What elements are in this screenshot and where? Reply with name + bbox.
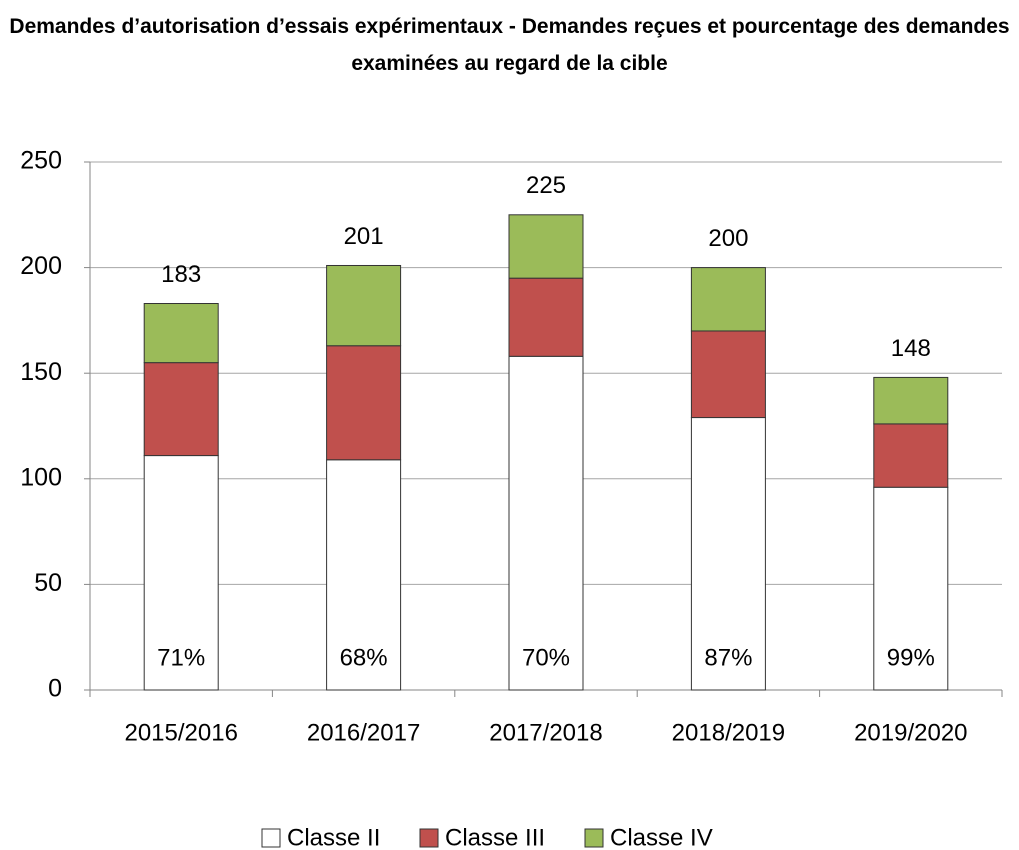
total-label: 148	[891, 335, 931, 362]
bar-segment	[508, 355, 584, 691]
legend-label: Classe III	[445, 824, 545, 850]
legend-swatch	[419, 828, 439, 848]
percent-label: 71%	[157, 644, 205, 671]
legend-swatch	[584, 828, 604, 848]
percent-label: 87%	[704, 644, 752, 671]
x-tick-label: 2015/2016	[124, 719, 237, 746]
bar-segment	[873, 423, 949, 488]
x-tick-label: 2019/2020	[854, 719, 967, 746]
y-tick-label: 100	[20, 463, 62, 491]
percent-label: 99%	[887, 644, 935, 671]
percent-label: 70%	[522, 644, 570, 671]
y-tick-label: 0	[48, 675, 62, 703]
chart-title: Demandes d’autorisation d’essais expérim…	[9, 15, 1010, 75]
bar-segment	[326, 459, 402, 691]
y-tick-label: 250	[20, 147, 62, 175]
bar-segment	[690, 267, 766, 332]
bar-segment	[690, 330, 766, 419]
y-tick-label: 200	[20, 252, 62, 280]
legend-label: Classe IV	[610, 824, 713, 850]
x-tick-label: 2018/2019	[672, 719, 785, 746]
y-tick-label: 50	[34, 569, 62, 597]
bar-segment	[143, 362, 219, 457]
total-label: 201	[344, 223, 384, 250]
total-label: 200	[708, 225, 748, 252]
total-label: 183	[161, 261, 201, 288]
y-tick-label: 150	[20, 358, 62, 386]
x-tick-label: 2017/2018	[489, 719, 602, 746]
bar-segment	[873, 376, 949, 425]
percent-label: 68%	[340, 644, 388, 671]
bar-segment	[690, 417, 766, 691]
bar-segment	[508, 277, 584, 357]
legend-swatch	[261, 828, 281, 848]
bar-segment	[326, 264, 402, 347]
bar-segment	[326, 345, 402, 461]
bar-segment	[143, 303, 219, 364]
bar-segment	[508, 214, 584, 279]
x-tick-label: 2016/2017	[307, 719, 420, 746]
bar-segment	[143, 455, 219, 691]
total-label: 225	[526, 172, 566, 199]
legend-label: Classe II	[287, 824, 380, 850]
bar-segment	[873, 486, 949, 691]
